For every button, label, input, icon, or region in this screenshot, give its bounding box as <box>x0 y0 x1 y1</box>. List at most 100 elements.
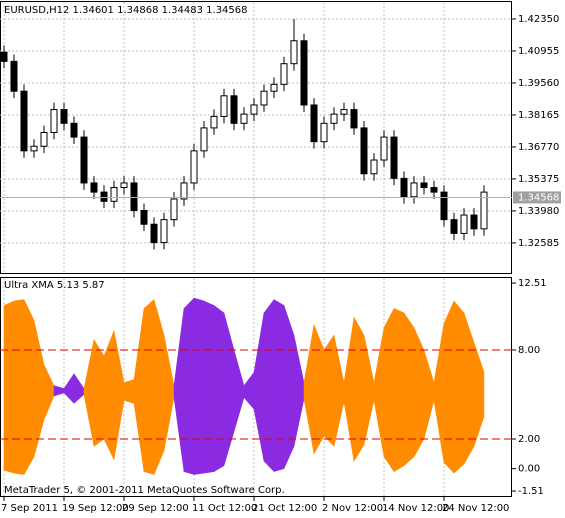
y-tick-label: 1.42350 <box>518 14 559 25</box>
candle-body <box>110 187 118 202</box>
candle-body <box>350 109 358 129</box>
band-segment <box>173 308 185 472</box>
band-segment <box>273 299 285 472</box>
candle-body <box>380 136 388 161</box>
candle-body <box>140 209 148 225</box>
time-label: 21 Oct 12:00 <box>252 503 317 514</box>
candle-body <box>100 191 108 202</box>
band-segment <box>343 317 355 462</box>
band-segment <box>143 298 155 475</box>
candle-body <box>320 122 328 143</box>
band-segment <box>363 335 375 445</box>
y-tick-label: 1.40955 <box>518 46 559 57</box>
band-segment <box>293 335 305 447</box>
candle-body <box>410 182 418 198</box>
candle-body <box>270 83 278 92</box>
candle-body <box>160 219 168 244</box>
price-title: EURUSD,H12 1.34601 1.34868 1.34483 1.345… <box>4 5 248 16</box>
candle-body <box>150 223 158 244</box>
candle-body <box>340 109 348 115</box>
candle-body <box>260 90 268 106</box>
y-tick-label: 2.00 <box>518 434 540 445</box>
time-label: 14 Nov 12:00 <box>382 503 449 514</box>
band-segment <box>403 312 415 467</box>
candle-body <box>460 214 468 234</box>
candle-body <box>180 182 188 200</box>
time-label: 24 Nov 12:00 <box>442 503 509 514</box>
band-segment <box>223 312 235 466</box>
y-tick-label: 1.35375 <box>518 174 559 185</box>
y-tick-label: 0.00 <box>518 464 540 475</box>
candle-body <box>70 122 78 138</box>
band-segment <box>443 300 455 474</box>
candle-body <box>200 127 208 152</box>
candle-body <box>210 115 218 129</box>
time-label: 7 Sep 2011 <box>1 503 58 514</box>
y-tick-label: 8.00 <box>518 345 540 356</box>
candle-body <box>360 127 368 175</box>
price-panel-frame <box>0 1 512 274</box>
time-label: 19 Sep 12:00 <box>62 503 129 514</box>
band-segment <box>203 300 215 474</box>
last-price-box <box>513 191 561 204</box>
copyright: MetaTrader 5, © 2001-2011 MetaQuotes Sof… <box>4 485 285 496</box>
candle-body <box>330 113 338 124</box>
band-segment <box>33 320 45 457</box>
y-tick-label: 12.51 <box>518 278 547 289</box>
candle-body <box>450 219 458 234</box>
band-segment <box>303 324 315 454</box>
indicator-panel-frame <box>0 277 512 497</box>
candle-body <box>470 214 478 230</box>
candle-body <box>90 182 98 193</box>
band-segment <box>333 335 345 447</box>
candle-body <box>80 136 88 184</box>
candle-body <box>310 104 318 143</box>
indicator-title: Ultra XMA 5.13 5.87 <box>4 280 105 291</box>
y-tick-label: -1.51 <box>518 486 544 497</box>
candle-body <box>20 90 28 152</box>
band-segment <box>93 338 105 447</box>
candle-body <box>10 60 18 92</box>
band-segment <box>153 299 165 475</box>
band-segment <box>43 364 55 420</box>
candle-body <box>170 198 178 221</box>
band-segment <box>323 334 335 448</box>
candle-body <box>0 51 8 62</box>
band-segment <box>23 299 35 476</box>
band-segment <box>3 300 15 474</box>
band-segment <box>413 327 425 458</box>
last-price-label: 1.34568 <box>518 192 559 203</box>
band-segment <box>73 372 85 404</box>
candle-body <box>40 131 48 147</box>
time-label: 2 Nov 12:00 <box>322 503 383 514</box>
band-segment <box>423 349 435 440</box>
candle-body <box>280 63 288 85</box>
band-segment <box>133 308 145 472</box>
candle-body <box>130 182 138 211</box>
candle-body <box>250 104 258 115</box>
band-segment <box>183 297 195 475</box>
band-segment <box>393 308 405 473</box>
candle-body <box>240 113 248 124</box>
y-tick-label: 1.32585 <box>518 238 559 249</box>
band-segment <box>83 339 95 447</box>
candle-body <box>60 109 68 124</box>
candle-body <box>440 191 448 221</box>
candle-body <box>420 182 428 189</box>
candle-body <box>390 136 398 179</box>
candle-body <box>290 40 298 65</box>
band-segment <box>353 316 365 463</box>
time-label: 11 Oct 12:00 <box>192 503 257 514</box>
band-segment <box>233 349 245 432</box>
candle-body <box>30 145 38 152</box>
candle-body <box>230 95 238 124</box>
time-label: 29 Sep 12:00 <box>122 503 189 514</box>
candle-body <box>480 191 488 230</box>
y-tick-label: 1.38165 <box>518 110 559 121</box>
y-tick-label: 1.33980 <box>518 206 559 217</box>
band-segment <box>433 323 445 463</box>
candle-body <box>120 182 128 189</box>
candle-body <box>300 40 308 106</box>
y-tick-label: 1.36770 <box>518 142 559 153</box>
